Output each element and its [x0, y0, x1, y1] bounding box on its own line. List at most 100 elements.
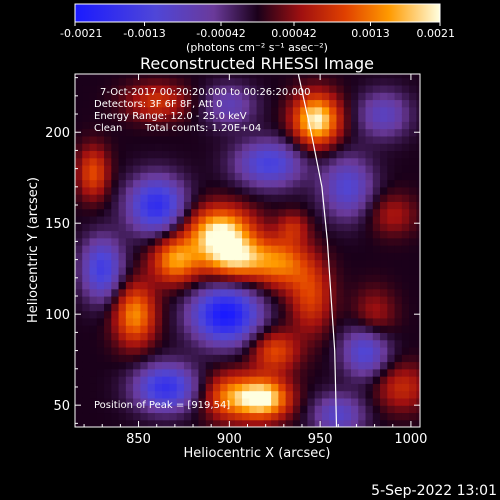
heatmap-cell: [343, 325, 352, 333]
heatmap-cell: [234, 179, 243, 188]
heatmap-cell: [394, 201, 403, 210]
heatmap-cell: [271, 376, 279, 384]
heatmap-cell: [343, 230, 352, 239]
heatmap-cell: [220, 237, 229, 246]
heatmap-cell: [183, 281, 192, 290]
y-tick-label: 50: [53, 399, 70, 414]
heatmap-cell: [147, 230, 156, 239]
heatmap-cell: [147, 397, 156, 406]
heatmap-cell: [285, 164, 294, 173]
heatmap-cell: [343, 295, 352, 304]
heatmap-cell: [249, 361, 258, 370]
heatmap-cell: [394, 106, 403, 115]
heatmap-cell: [169, 164, 178, 173]
heatmap-cell: [278, 143, 287, 152]
heatmap-cell: [380, 172, 388, 181]
heatmap-cell: [213, 317, 221, 326]
heatmap-cell: [351, 390, 359, 399]
heatmap-cell: [118, 92, 127, 101]
heatmap-cell: [329, 157, 338, 166]
heatmap-cell: [154, 128, 163, 137]
heatmap-cell: [213, 303, 221, 312]
heatmap-cell: [205, 259, 214, 268]
colorbar-tick-label: -0.00042: [196, 27, 245, 40]
heatmap-cell: [133, 390, 141, 399]
heatmap-cell: [242, 84, 250, 93]
heatmap-cell: [321, 339, 330, 348]
heatmap-cell: [394, 252, 403, 261]
heatmap-cell: [89, 281, 98, 290]
heatmap-cell: [321, 77, 330, 86]
heatmap-cell: [154, 266, 163, 275]
heatmap-cell: [372, 143, 381, 152]
heatmap-cell: [358, 121, 367, 130]
heatmap-cell: [249, 281, 258, 290]
heatmap-cell: [249, 397, 258, 406]
heatmap-cell: [358, 376, 367, 384]
heatmap-cell: [213, 274, 221, 283]
heatmap-cell: [278, 114, 287, 122]
heatmap-cell: [118, 310, 127, 319]
heatmap-cell: [198, 99, 207, 108]
heatmap-cell: [82, 106, 91, 115]
heatmap-cell: [336, 376, 345, 384]
heatmap-cell: [292, 310, 301, 319]
heatmap-cell: [307, 303, 316, 312]
heatmap-cell: [416, 281, 420, 290]
heatmap-cell: [351, 208, 359, 217]
heatmap-cell: [147, 215, 156, 224]
heatmap-cell: [314, 74, 323, 79]
heatmap-cell: [372, 412, 381, 421]
heatmap-cell: [336, 128, 345, 137]
heatmap-cell: [401, 223, 410, 232]
heatmap-cell: [314, 376, 323, 384]
heatmap-cell: [271, 245, 279, 253]
annotation-method: Clean: [94, 123, 122, 134]
heatmap-cell: [111, 412, 120, 421]
heatmap-cell: [169, 339, 178, 348]
heatmap-cell: [321, 383, 330, 392]
heatmap-cell: [365, 346, 374, 355]
heatmap-cell: [75, 237, 83, 246]
heatmap-cell: [111, 237, 120, 246]
heatmap-cell: [242, 106, 250, 115]
heatmap-cell: [271, 99, 279, 108]
heatmap-cell: [300, 419, 309, 427]
heatmap-cell: [329, 74, 338, 79]
heatmap-cell: [336, 281, 345, 290]
heatmap-cell: [401, 143, 410, 152]
heatmap-cell: [256, 317, 265, 326]
heatmap-cell: [220, 383, 229, 392]
heatmap-cell: [380, 121, 388, 130]
heatmap-cell: [205, 223, 214, 232]
heatmap-cell: [183, 259, 192, 268]
heatmap-cell: [118, 274, 127, 283]
heatmap-cell: [82, 128, 91, 137]
heatmap-cell: [191, 354, 200, 363]
heatmap-cell: [162, 259, 171, 268]
heatmap-cell: [96, 346, 105, 355]
heatmap-cell: [111, 150, 120, 159]
heatmap-cell: [321, 317, 330, 326]
heatmap-cell: [285, 303, 294, 312]
heatmap-cell: [198, 310, 207, 319]
heatmap-cell: [198, 397, 207, 406]
heatmap-cell: [292, 317, 301, 326]
heatmap-cell: [387, 361, 396, 370]
heatmap-cell: [82, 215, 91, 224]
heatmap-cell: [213, 310, 221, 319]
heatmap-cell: [394, 121, 403, 130]
heatmap-cell: [292, 121, 301, 130]
heatmap-cell: [176, 405, 185, 414]
heatmap-cell: [343, 143, 352, 152]
heatmap-cell: [271, 194, 279, 202]
heatmap-cell: [351, 361, 359, 370]
heatmap-cell: [292, 346, 301, 355]
heatmap-cell: [213, 194, 221, 202]
heatmap-cell: [111, 92, 120, 101]
heatmap-cell: [176, 390, 185, 399]
heatmap-cell: [256, 106, 265, 115]
heatmap-cell: [162, 274, 171, 283]
heatmap-cell: [249, 295, 258, 304]
heatmap-cell: [271, 230, 279, 239]
